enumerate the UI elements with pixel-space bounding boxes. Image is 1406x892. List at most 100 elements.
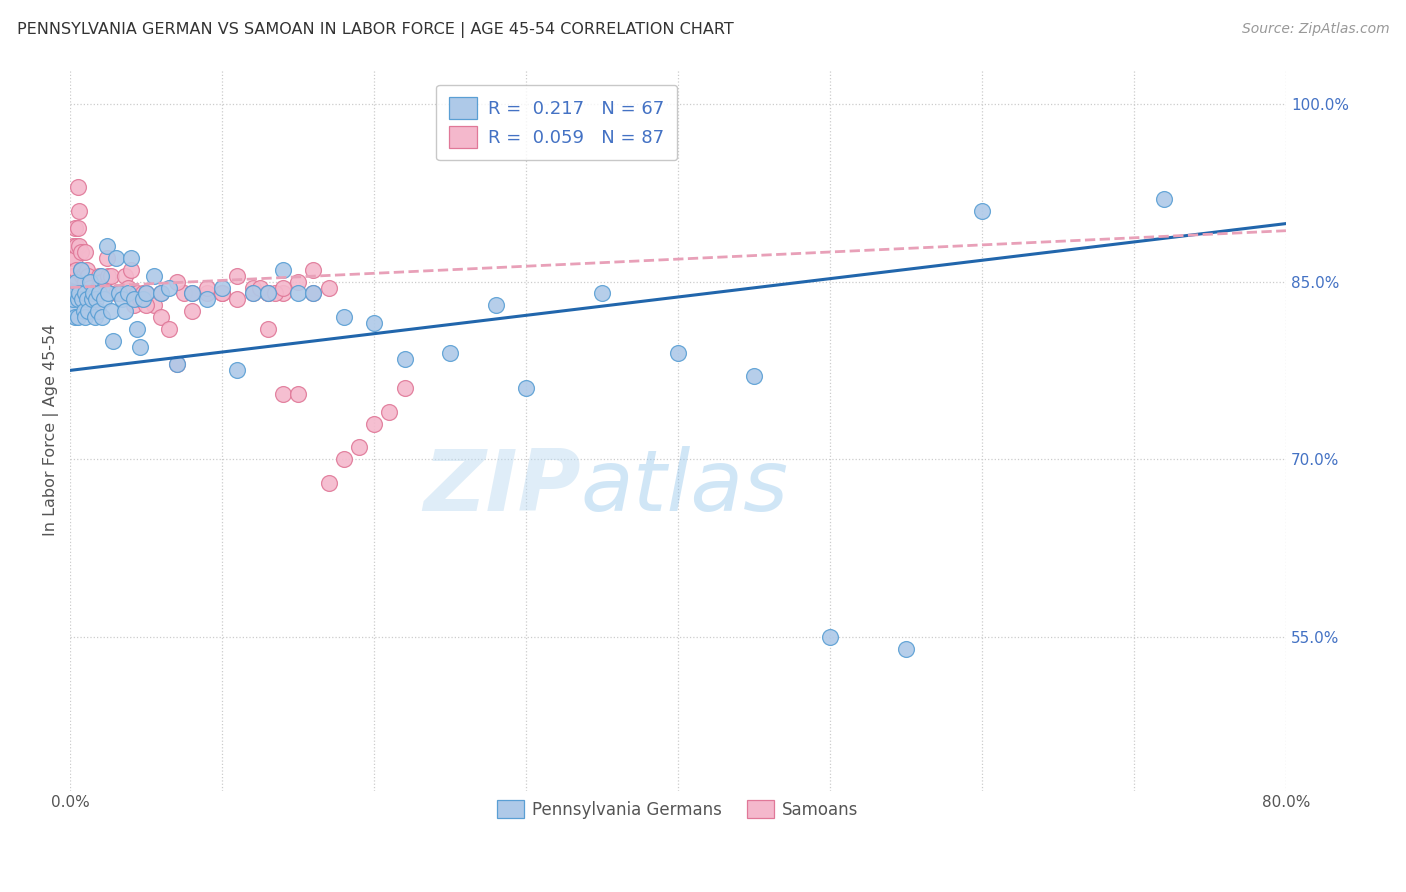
Point [211,286,233,301]
Text: PENNSYLVANIA GERMAN VS SAMOAN IN LABOR FORCE | AGE 45-54 CORRELATION CHART: PENNSYLVANIA GERMAN VS SAMOAN IN LABOR F… [17,22,734,38]
Point [60,304,83,318]
Point [226,293,249,307]
Point [256,286,278,301]
Point [142,298,165,312]
Point [166,358,188,372]
Point [127,286,149,301]
Point [117,280,139,294]
Point [66,221,89,235]
Point [100,304,122,318]
Point [347,440,370,454]
Point [180,304,202,318]
Point [363,316,385,330]
Point [135,298,157,312]
Point [62,268,84,283]
Point [63,221,86,235]
Point [90,268,112,283]
Point [63,268,86,283]
Point [67,203,90,218]
Legend: Pennsylvania Germans, Samoans: Pennsylvania Germans, Samoans [491,794,865,826]
Point [87,268,110,283]
Point [287,275,309,289]
Point [180,286,202,301]
Point [515,381,537,395]
Point [62,251,84,265]
Point [75,275,97,289]
Point [108,286,131,301]
Point [256,286,278,301]
Point [67,286,90,301]
Point [62,293,84,307]
Point [122,298,145,312]
Point [666,345,689,359]
Point [150,310,173,324]
Point [271,280,294,294]
Point [129,340,152,354]
Point [242,286,264,301]
Point [894,641,917,656]
Point [120,251,142,265]
Point [65,275,87,289]
Point [318,475,340,490]
Point [114,268,136,283]
Point [157,280,180,294]
Point [120,262,142,277]
Point [63,251,86,265]
Point [226,268,249,283]
Point [150,286,173,301]
Point [83,310,105,324]
Point [242,286,264,301]
Point [180,286,202,301]
Point [63,286,86,301]
Point [66,310,89,324]
Point [60,293,83,307]
Point [195,286,218,301]
Point [363,417,385,431]
Point [287,286,309,301]
Point [318,280,340,294]
Point [72,286,94,301]
Point [195,293,218,307]
Point [62,239,84,253]
Point [132,293,155,307]
Point [249,280,271,294]
Point [97,286,120,301]
Point [108,286,131,301]
Point [132,286,155,301]
Point [135,286,157,301]
Point [70,262,93,277]
Point [70,245,93,260]
Point [485,298,508,312]
Point [79,280,101,294]
Point [439,345,461,359]
Point [264,286,287,301]
Point [287,387,309,401]
Point [63,286,86,301]
Point [742,369,765,384]
Point [70,262,93,277]
Point [62,286,84,301]
Point [87,286,110,301]
Point [226,363,249,377]
Point [65,262,87,277]
Point [302,262,325,277]
Point [129,293,152,307]
Point [93,293,115,307]
Point [73,304,96,318]
Point [135,286,157,301]
Point [114,304,136,318]
Point [271,387,294,401]
Point [76,262,98,277]
Point [101,334,124,348]
Point [166,275,188,289]
Point [111,286,134,301]
Point [211,280,233,294]
Point [166,358,188,372]
Point [302,286,325,301]
Point [100,268,122,283]
Point [63,310,86,324]
Point [66,293,89,307]
Point [970,203,993,218]
Point [75,286,97,301]
Point [242,280,264,294]
